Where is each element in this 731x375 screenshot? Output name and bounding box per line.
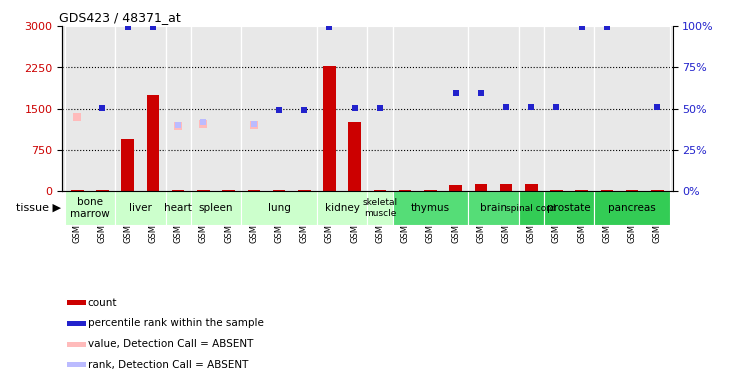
Bar <box>121 139 134 191</box>
Bar <box>96 190 109 191</box>
Bar <box>626 190 638 191</box>
Bar <box>474 183 487 191</box>
Bar <box>191 191 241 225</box>
Bar <box>67 342 86 346</box>
Text: heart: heart <box>164 203 192 213</box>
Text: rank, Detection Call = ABSENT: rank, Detection Call = ABSENT <box>88 360 249 370</box>
Bar <box>67 362 86 367</box>
Bar <box>594 26 670 191</box>
Bar <box>298 190 311 191</box>
Bar <box>241 26 317 191</box>
Bar <box>64 26 115 191</box>
Bar <box>469 191 519 225</box>
Bar <box>393 26 469 191</box>
Bar <box>519 191 544 225</box>
Bar <box>519 26 544 191</box>
Bar <box>349 123 361 191</box>
Text: prostate: prostate <box>548 203 591 213</box>
Bar <box>317 191 367 225</box>
Bar <box>172 190 184 191</box>
Bar <box>575 190 588 191</box>
Bar <box>273 190 285 191</box>
Bar <box>71 190 83 191</box>
Bar <box>374 190 386 191</box>
Text: spinal cord: spinal cord <box>507 204 556 213</box>
Bar <box>241 191 317 225</box>
Bar <box>317 26 367 191</box>
Bar <box>550 190 563 191</box>
Text: pancreas: pancreas <box>608 203 656 213</box>
Text: tissue ▶: tissue ▶ <box>16 203 61 213</box>
Bar <box>594 191 670 225</box>
Bar <box>197 190 210 191</box>
Text: thymus: thymus <box>411 203 450 213</box>
Text: liver: liver <box>129 203 152 213</box>
Bar <box>469 26 519 191</box>
Text: kidney: kidney <box>325 203 360 213</box>
Bar <box>165 191 191 225</box>
Bar <box>651 190 664 191</box>
Bar <box>367 191 393 225</box>
Text: percentile rank within the sample: percentile rank within the sample <box>88 318 264 328</box>
Text: lung: lung <box>268 203 290 213</box>
Bar <box>323 66 336 191</box>
Text: skeletal
muscle: skeletal muscle <box>363 198 398 218</box>
Bar <box>64 191 115 225</box>
Text: bone
marrow: bone marrow <box>70 197 110 219</box>
Text: value, Detection Call = ABSENT: value, Detection Call = ABSENT <box>88 339 253 349</box>
Text: count: count <box>88 298 117 308</box>
Bar <box>248 190 260 191</box>
Bar <box>147 95 159 191</box>
Text: GDS423 / 48371_at: GDS423 / 48371_at <box>59 11 181 24</box>
Bar <box>222 190 235 191</box>
Bar <box>67 300 86 305</box>
Text: spleen: spleen <box>199 203 233 213</box>
Text: brain: brain <box>480 203 507 213</box>
Bar <box>165 26 191 191</box>
Bar <box>525 184 537 191</box>
Bar <box>393 191 469 225</box>
Bar <box>67 321 86 326</box>
Bar <box>399 190 412 191</box>
Bar <box>601 190 613 191</box>
Bar <box>367 26 393 191</box>
Bar <box>191 26 241 191</box>
Bar <box>544 26 594 191</box>
Bar <box>450 185 462 191</box>
Bar <box>500 184 512 191</box>
Bar <box>544 191 594 225</box>
Bar <box>424 190 436 191</box>
Bar <box>115 191 165 225</box>
Bar <box>115 26 165 191</box>
